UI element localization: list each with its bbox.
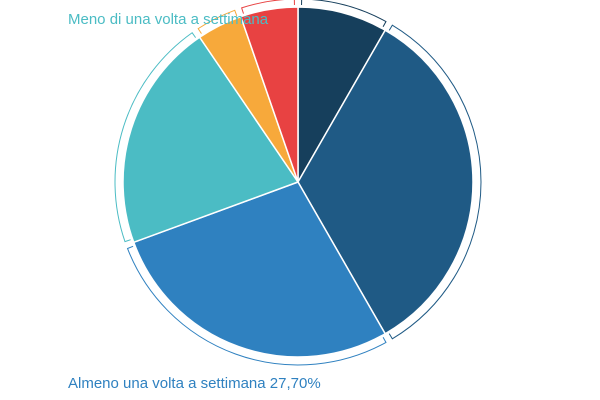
slice-label: Almeno una volta a settimana 27,70% — [68, 375, 321, 392]
pie-slice — [297, 6, 387, 185]
slice-bracket — [241, 0, 295, 14]
slice-bracket — [126, 245, 387, 366]
slice-bracket — [197, 9, 238, 34]
slice-bracket — [114, 32, 197, 243]
slice-bracket — [388, 24, 482, 340]
pie-slice — [239, 6, 299, 183]
pie-slice — [132, 181, 387, 358]
pie-slice — [122, 36, 300, 244]
slice-label: Meno di una volta a settimana — [68, 11, 269, 28]
slice-bracket — [301, 0, 387, 28]
